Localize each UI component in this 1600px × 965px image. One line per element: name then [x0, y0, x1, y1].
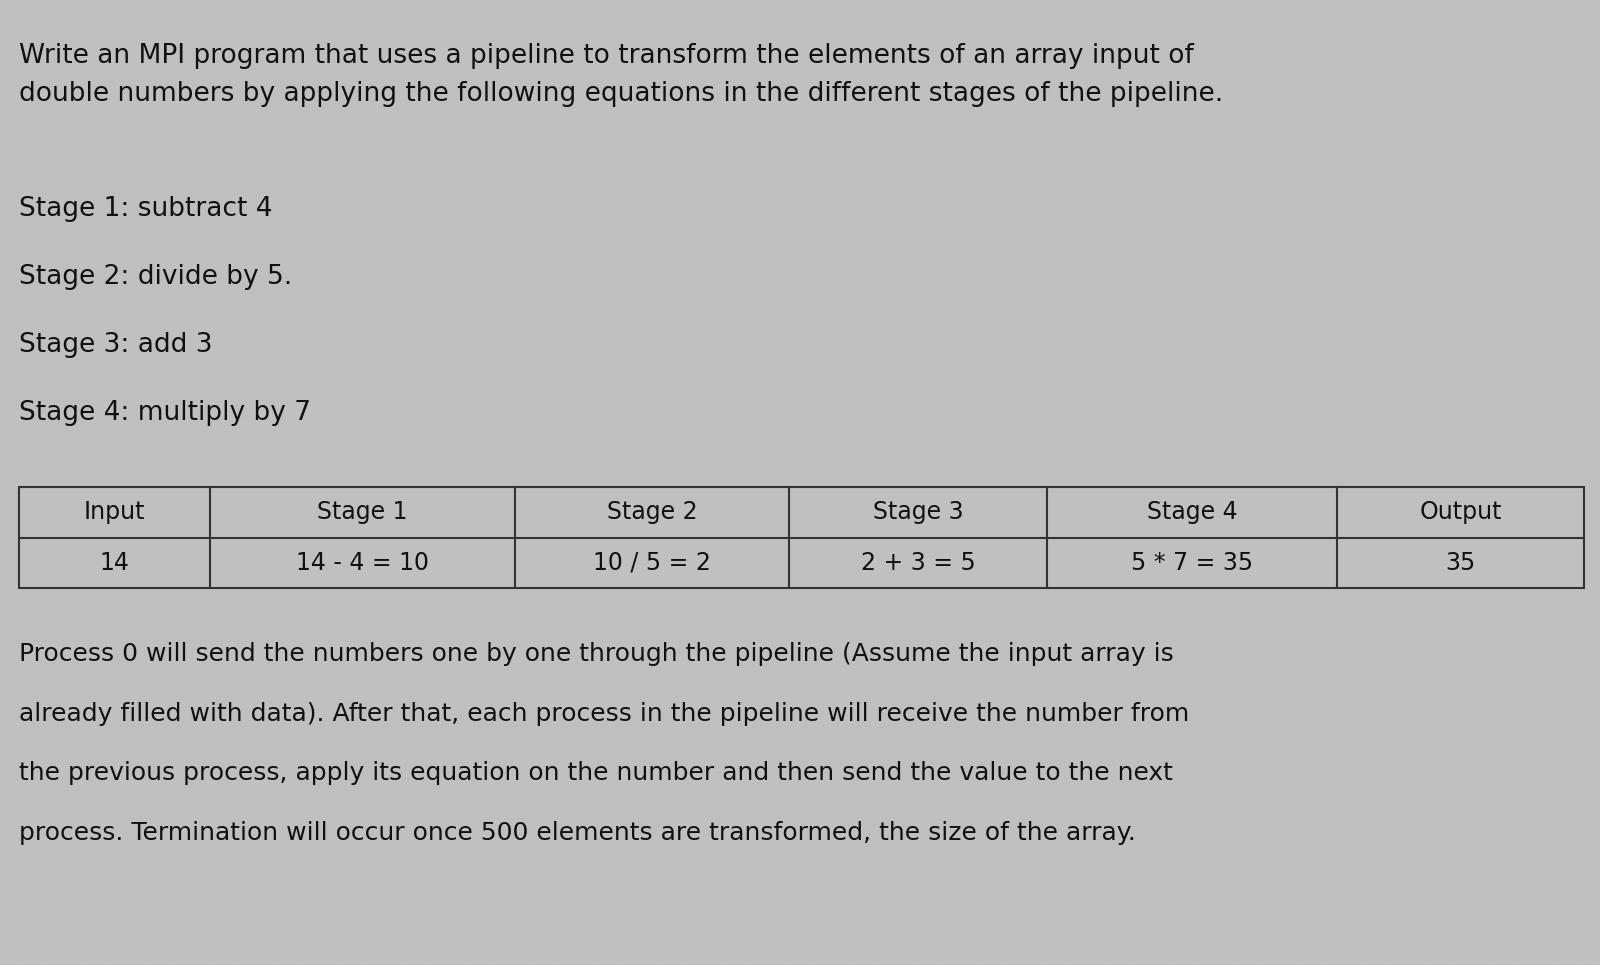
Text: Write an MPI program that uses a pipeline to transform the elements of an array : Write an MPI program that uses a pipelin…	[19, 43, 1194, 69]
Text: double numbers by applying the following equations in the different stages of th: double numbers by applying the following…	[19, 81, 1224, 107]
Text: 14: 14	[99, 551, 130, 574]
Text: 5 * 7 = 35: 5 * 7 = 35	[1131, 551, 1253, 574]
Text: 2 + 3 = 5: 2 + 3 = 5	[861, 551, 976, 574]
Text: Stage 1: subtract 4: Stage 1: subtract 4	[19, 196, 272, 222]
Text: Input: Input	[83, 501, 146, 524]
Text: Stage 4: Stage 4	[1147, 501, 1237, 524]
Text: Stage 1: Stage 1	[317, 501, 408, 524]
Text: Stage 3: Stage 3	[874, 501, 963, 524]
Text: 10 / 5 = 2: 10 / 5 = 2	[594, 551, 710, 574]
Text: Stage 4: multiply by 7: Stage 4: multiply by 7	[19, 400, 310, 427]
Text: Stage 3: add 3: Stage 3: add 3	[19, 332, 213, 358]
Text: 14 - 4 = 10: 14 - 4 = 10	[296, 551, 429, 574]
Text: 35: 35	[1445, 551, 1475, 574]
Text: process. Termination will occur once 500 elements are transformed, the size of t: process. Termination will occur once 500…	[19, 821, 1136, 845]
Text: the previous process, apply its equation on the number and then send the value t: the previous process, apply its equation…	[19, 761, 1173, 786]
Text: Stage 2: divide by 5.: Stage 2: divide by 5.	[19, 264, 293, 290]
Bar	[19, 487, 1584, 588]
Text: Stage 2: Stage 2	[606, 501, 698, 524]
Text: Output: Output	[1419, 501, 1502, 524]
Text: Process 0 will send the numbers one by one through the pipeline (Assume the inpu: Process 0 will send the numbers one by o…	[19, 642, 1174, 666]
Text: already filled with data). After that, each process in the pipeline will receive: already filled with data). After that, e…	[19, 702, 1189, 726]
